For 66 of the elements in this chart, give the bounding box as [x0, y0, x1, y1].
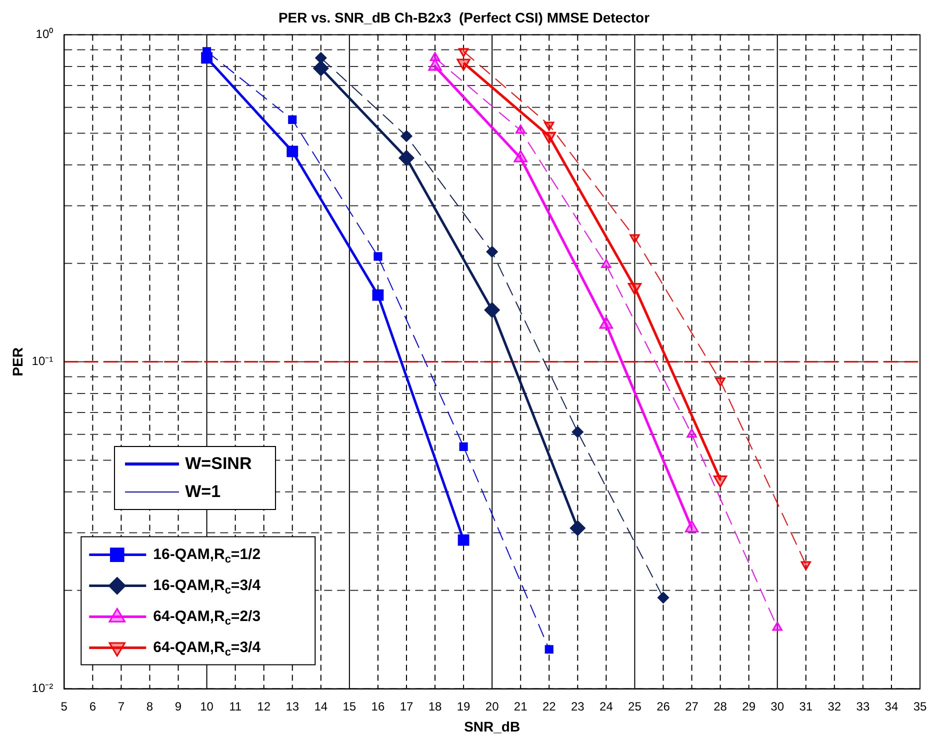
point [601, 259, 612, 268]
x-tick-label: 9 [174, 699, 182, 714]
point [313, 60, 329, 76]
point [544, 645, 554, 654]
x-tick-label: 14 [314, 699, 328, 714]
y-tick-label: 10⁻¹ [32, 354, 54, 368]
point [286, 146, 298, 158]
x-tick-label: 19 [456, 699, 471, 714]
x-tick-label: 27 [685, 699, 699, 714]
x-tick-label: 21 [514, 699, 528, 714]
legend-box: W=SINR W=1 [114, 446, 276, 510]
point [657, 592, 669, 604]
point [800, 561, 811, 570]
point [484, 302, 500, 318]
point [430, 52, 440, 62]
y-tick-label: 10⁰ [36, 27, 54, 42]
x-tick-label: 7 [118, 699, 125, 714]
point [486, 246, 498, 258]
point [315, 52, 327, 64]
x-tick-label: 35 [913, 699, 927, 714]
x-tick-label: 16 [371, 699, 385, 714]
annotation: W=SINR [185, 454, 252, 474]
x-tick-label: 5 [60, 699, 68, 714]
x-tick-label: 34 [884, 699, 898, 714]
point [374, 252, 382, 261]
x-tick-label: 13 [286, 699, 300, 714]
point [572, 426, 584, 438]
x-tick-label: 18 [428, 699, 442, 714]
x-tick-label: 32 [828, 699, 842, 714]
chart-title: PER vs. SNR_dB Ch-B2x3 (Perfect CSI) MMSE Detector [278, 9, 650, 26]
y-axis-title: PER [9, 347, 26, 376]
x-axis-title: SNR_dB [464, 718, 520, 734]
point [398, 150, 414, 166]
x-tick-label: 24 [600, 699, 614, 714]
x-tick-label: 20 [485, 699, 500, 714]
x-tick-label: 12 [257, 699, 271, 714]
x-tick-label: 28 [714, 699, 728, 714]
y-tick-label: 10⁻² [32, 681, 54, 696]
x-tick-label: 17 [400, 699, 414, 714]
x-tick-label: 10 [200, 699, 214, 714]
annotation: W=1 [185, 482, 221, 502]
x-tick-label: 23 [570, 699, 585, 714]
point [201, 52, 212, 64]
x-tick-label: 29 [742, 699, 756, 714]
x-tick-label: 31 [799, 699, 813, 714]
point [459, 442, 468, 451]
x-tick-label: 26 [656, 699, 670, 714]
x-tick-label: 25 [628, 699, 642, 714]
x-tick-label: 8 [146, 699, 154, 714]
point [570, 520, 586, 536]
x-tick-label: 30 [770, 699, 784, 714]
point [458, 48, 469, 58]
point [516, 124, 526, 134]
x-tick-label: 6 [89, 699, 96, 714]
x-tick-label: 22 [542, 699, 556, 714]
x-tick-label: 15 [342, 699, 356, 714]
point [372, 289, 384, 301]
x-tick-label: 11 [229, 699, 242, 714]
point [630, 234, 640, 244]
point [288, 115, 297, 124]
point [686, 428, 697, 438]
point [458, 534, 470, 546]
point [544, 122, 554, 131]
point [400, 130, 412, 142]
x-tick-label: 33 [856, 699, 870, 714]
point [772, 622, 782, 631]
